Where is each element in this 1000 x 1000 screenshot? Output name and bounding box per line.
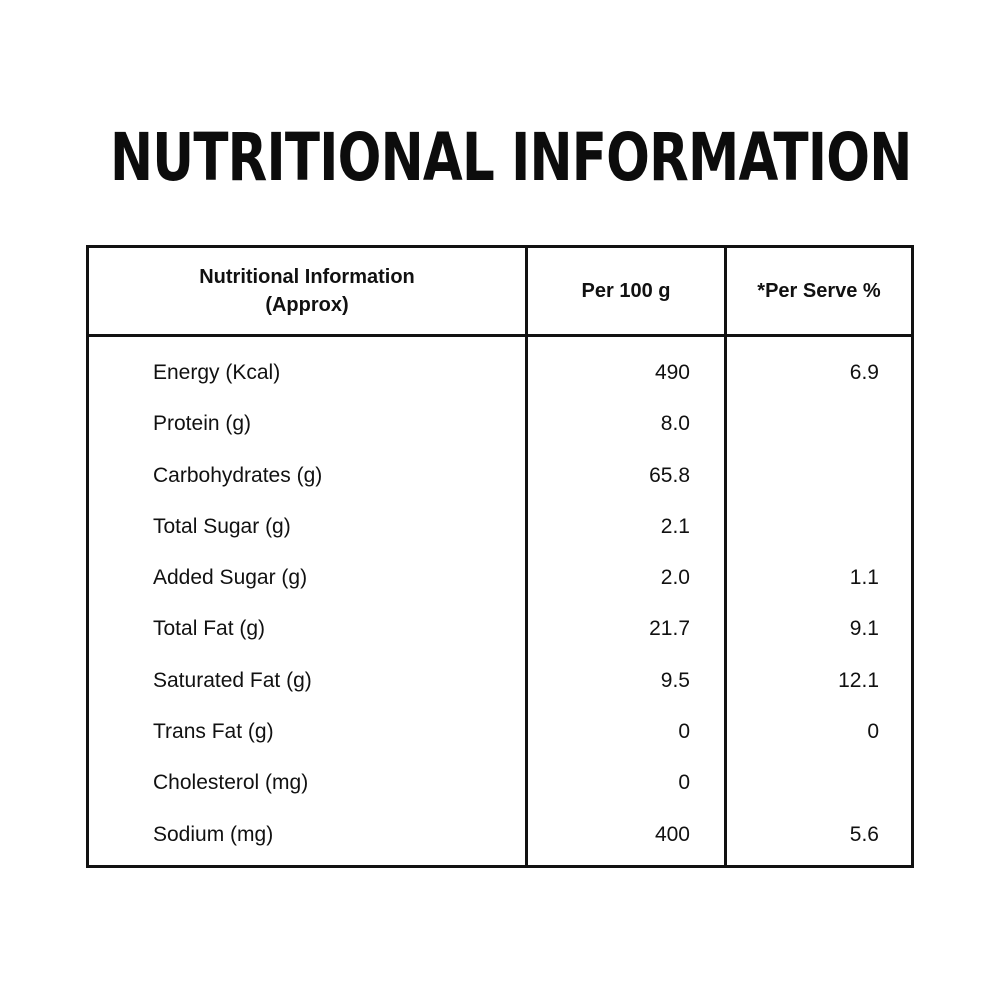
nutrient-name: Sodium (mg) — [153, 822, 274, 846]
nutrient-name: Carbohydrates (g) — [153, 463, 323, 487]
header-divider — [89, 334, 911, 337]
table-row: Saturated Fat (g) 9.5 12.1 — [89, 655, 911, 706]
header-label-per-serve: *Per Serve % — [757, 280, 881, 302]
per-serve-value: 12.1 — [838, 668, 879, 692]
per-100g-value: 0 — [678, 720, 690, 744]
table-body: Energy (Kcal) 490 6.9 Protein (g) 8.0 Ca… — [89, 347, 911, 860]
per-100g-value: 0 — [678, 771, 690, 795]
per-100g-value: 2.1 — [660, 514, 690, 538]
table-row: Energy (Kcal) 490 6.9 — [89, 347, 911, 398]
nutrient-name: Added Sugar (g) — [153, 566, 308, 590]
per-serve-value: 1.1 — [849, 566, 879, 590]
table-row: Carbohydrates (g) 65.8 — [89, 450, 911, 501]
table-row: Sodium (mg) 400 5.6 — [89, 809, 911, 860]
table-row: Cholesterol (mg) 0 — [89, 757, 911, 808]
page-title: NUTRITIONAL INFORMATION — [110, 119, 912, 196]
nutrient-name: Energy (Kcal) — [153, 361, 281, 384]
header-label-per-100g: Per 100 g — [581, 280, 671, 302]
per-100g-value: 2.0 — [660, 566, 690, 590]
per-100g-value: 21.7 — [649, 617, 690, 641]
per-100g-value: 400 — [654, 822, 690, 846]
header-cell-per-100g: Per 100 g — [528, 248, 724, 334]
nutrient-name: Trans Fat (g) — [153, 720, 274, 744]
per-100g-value: 8.0 — [660, 412, 690, 436]
per-100g-value: 65.8 — [649, 463, 690, 487]
nutrient-name: Protein (g) — [153, 412, 252, 436]
table-row: Total Sugar (g) 2.1 — [89, 501, 911, 552]
table-row: Added Sugar (g) 2.0 1.1 — [89, 552, 911, 603]
per-serve-value: 9.1 — [849, 617, 879, 641]
nutrient-name: Saturated Fat (g) — [153, 668, 312, 692]
nutrition-table: Nutritional Information (Approx) Per 100… — [86, 245, 914, 868]
table-row: Trans Fat (g) 0 0 — [89, 706, 911, 757]
header-cell-nutrient: Nutritional Information (Approx) — [89, 248, 525, 334]
column-divider — [724, 248, 727, 865]
per-100g-value: 9.5 — [660, 668, 690, 692]
nutrient-name: Cholesterol (mg) — [153, 771, 309, 795]
table-row: Protein (g) 8.0 — [89, 398, 911, 449]
per-serve-value: 6.9 — [849, 361, 879, 384]
nutrient-name: Total Fat (g) — [153, 617, 266, 641]
per-serve-value: 5.6 — [849, 822, 879, 846]
header-label-nutrient: Nutritional Information (Approx) — [199, 266, 415, 316]
per-serve-value: 0 — [867, 720, 879, 744]
column-divider — [525, 248, 528, 865]
nutrient-name: Total Sugar (g) — [153, 514, 291, 538]
per-100g-value: 490 — [654, 361, 690, 384]
table-row: Total Fat (g) 21.7 9.1 — [89, 603, 911, 654]
header-cell-per-serve: *Per Serve % — [727, 248, 911, 334]
